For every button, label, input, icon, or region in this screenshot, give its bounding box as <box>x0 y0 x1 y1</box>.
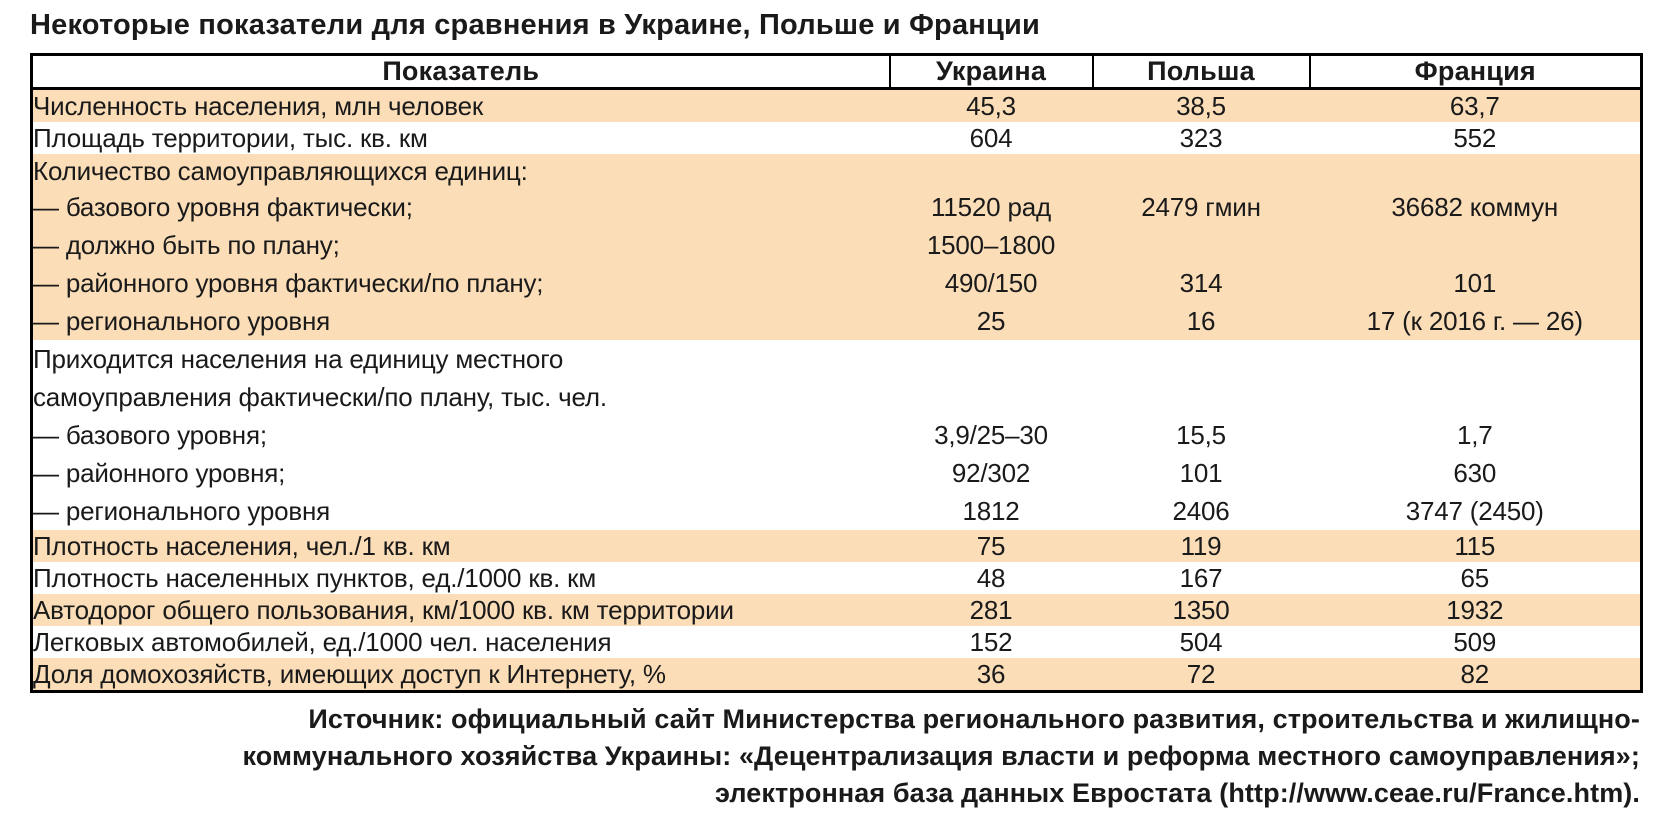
table-row: самоуправления фактически/по плану, тыс.… <box>31 378 1642 416</box>
value-cell: 75 <box>976 530 1006 561</box>
indicator-label: самоуправления фактически/по плану, тыс.… <box>33 381 607 412</box>
indicator-label: Доля домохозяйств, имеющих доступ к Инте… <box>33 658 666 689</box>
indicator-label: Приходится населения на единицу местного <box>33 343 564 374</box>
value-cell: 323 <box>1179 122 1223 153</box>
indicator-label: Количество самоуправляющихся единиц: <box>33 155 528 186</box>
value-cell: 2406 <box>1172 495 1230 526</box>
value-cell: 1,7 <box>1456 419 1493 450</box>
value-cell: 1500–1800 <box>926 229 1056 260</box>
value-cell: 152 <box>969 626 1013 657</box>
indicator-label: — базового уровня фактически; <box>33 191 413 222</box>
table-row: Плотность населенных пунктов, ед./1000 к… <box>31 562 1642 594</box>
indicator-label: Численность населения, млн человек <box>33 90 484 121</box>
value-cell: 92/302 <box>951 457 1031 488</box>
value-cell: 36 <box>976 658 1006 689</box>
value-cell: 1812 <box>962 495 1020 526</box>
value-cell: 604 <box>969 122 1013 153</box>
value-cell: 45,3 <box>966 90 1016 121</box>
value-cell: 101 <box>1453 267 1497 298</box>
value-cell: 63,7 <box>1449 90 1500 121</box>
value-cell: 1350 <box>1172 594 1230 625</box>
value-cell: 48 <box>976 562 1006 593</box>
value-cell: 11520 рад <box>931 191 1051 222</box>
value-cell: 167 <box>1179 562 1223 593</box>
value-cell <box>1310 154 1642 188</box>
value-cell: 82 <box>1460 658 1490 689</box>
indicator-label: Плотность населения, чел./1 кв. км <box>33 530 451 561</box>
table-row: — регионального уровня 25 16 17 (к 2016 г. … <box>31 302 1642 340</box>
value-cell: 314 <box>1179 267 1223 298</box>
source-line: Источник: официальный сайт Министерства … <box>308 704 1640 734</box>
value-cell <box>890 378 1093 416</box>
value-cell <box>1310 378 1642 416</box>
value-cell: 281 <box>969 594 1013 625</box>
table-row: — регионального уровня 1812 2406 3747 (2450… <box>31 492 1642 530</box>
value-cell <box>890 340 1093 378</box>
table-row: — районного уровня; 92/302 101 630 <box>31 454 1642 492</box>
table-row: Доля домохозяйств, имеющих доступ к Инте… <box>31 658 1642 692</box>
source-note: Источник: официальный сайт Министерства … <box>30 701 1640 812</box>
table-row: — должно быть по плану; 1500–1800 <box>31 226 1642 264</box>
value-cell <box>890 154 1093 188</box>
value-cell: 101 <box>1179 457 1223 488</box>
table-header: Показатель Украина Польша Франция <box>31 54 1642 90</box>
indicator-label: — районного уровня фактически/по плану; <box>33 267 544 298</box>
table-row: Легковых автомобилей, ед./1000 чел. насе… <box>31 626 1642 658</box>
value-cell <box>1093 226 1310 264</box>
value-cell: 3,9/25–30 <box>934 419 1048 450</box>
table-body: Численность населения, млн человек 45,3 38… <box>31 88 1642 692</box>
column-header-france: Франция <box>1308 54 1642 90</box>
table-row: — районного уровня фактически/по плану; 4… <box>31 264 1642 302</box>
value-cell: 15,5 <box>1176 419 1226 450</box>
value-cell: 504 <box>1179 626 1223 657</box>
value-cell: 490/150 <box>944 267 1038 298</box>
indicator-label: — базового уровня; <box>33 419 267 450</box>
column-header-indicator: Показатель <box>31 54 890 90</box>
table-row: — базового уровня фактически; 11520 рад 24… <box>31 188 1642 226</box>
value-cell: 17 (к 2016 г. — 26) <box>1366 305 1583 336</box>
value-cell <box>1310 226 1642 264</box>
value-cell: 509 <box>1453 626 1497 657</box>
source-line: электронная база данных Евростата (http:… <box>715 778 1640 808</box>
value-cell <box>1093 378 1310 416</box>
header-row: Показатель Украина Польша Франция <box>31 54 1642 90</box>
value-cell: 72 <box>1186 658 1216 689</box>
value-cell: 65 <box>1460 562 1490 593</box>
table-row: Численность населения, млн человек 45,3 38… <box>31 88 1642 122</box>
table-row: — базового уровня; 3,9/25–30 15,5 1,7 <box>31 416 1642 454</box>
table-row: Количество самоуправляющихся единиц: <box>31 154 1642 188</box>
table-row: Автодорог общего пользования, км/1000 кв… <box>31 594 1642 626</box>
value-cell: 2479 гмин <box>1141 191 1261 222</box>
value-cell: 119 <box>1180 530 1222 561</box>
indicator-label: Легковых автомобилей, ед./1000 чел. насе… <box>33 626 612 657</box>
value-cell: 3747 (2450) <box>1405 495 1544 526</box>
value-cell <box>1093 340 1310 378</box>
value-cell: 115 <box>1454 530 1496 561</box>
value-cell <box>1310 340 1642 378</box>
comparison-table: Показатель Украина Польша Франция Числен… <box>30 53 1643 693</box>
column-header-poland: Польша <box>1091 54 1310 90</box>
value-cell: 16 <box>1186 305 1216 336</box>
value-cell <box>1093 154 1310 188</box>
value-cell: 25 <box>976 305 1006 336</box>
indicator-label: — регионального уровня <box>33 305 331 336</box>
indicator-label: — должно быть по плану; <box>33 229 340 260</box>
indicator-label: Площадь территории, тыс. кв. км <box>33 122 428 153</box>
table-title: Некоторые показатели для сравнения в Укр… <box>30 9 1041 41</box>
value-cell: 1932 <box>1446 594 1504 625</box>
table-row: Плотность населения, чел./1 кв. км 75 119 1… <box>31 530 1642 562</box>
table-row: Приходится населения на единицу местного <box>31 340 1642 378</box>
indicator-label: Автодорог общего пользования, км/1000 кв… <box>33 594 734 625</box>
value-cell: 552 <box>1453 122 1497 153</box>
source-line: коммунального хозяйства Украины: «Децент… <box>242 741 1640 771</box>
indicator-label: Плотность населенных пунктов, ед./1000 к… <box>33 562 597 593</box>
indicator-label: — районного уровня; <box>33 457 286 488</box>
value-cell: 630 <box>1453 457 1497 488</box>
column-header-ukraine: Украина <box>888 54 1093 90</box>
value-cell: 36682 коммун <box>1391 191 1559 222</box>
table-row: Площадь территории, тыс. кв. км 604 323 552 <box>31 122 1642 154</box>
indicator-label: — регионального уровня <box>33 495 331 526</box>
value-cell: 38,5 <box>1176 90 1226 121</box>
